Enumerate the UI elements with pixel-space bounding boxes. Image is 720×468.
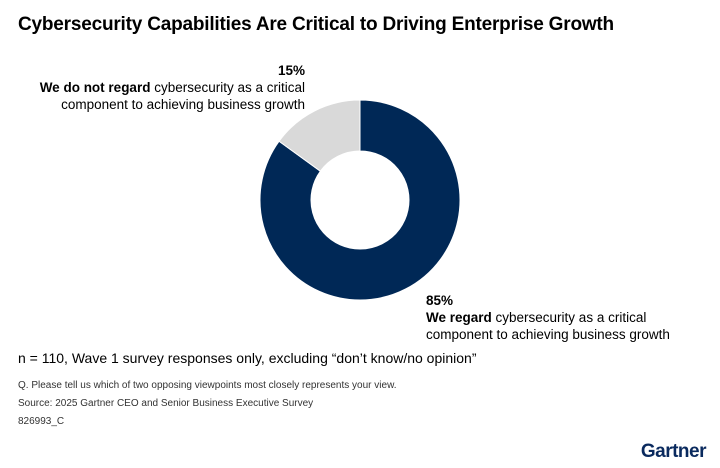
gartner-logo: Gartner xyxy=(640,441,707,462)
sample-note: n = 110, Wave 1 survey responses only, e… xyxy=(18,350,477,366)
donut-slice-not-regard xyxy=(278,99,361,172)
figure-code: 826993_C xyxy=(18,416,65,427)
slice-text-line2: component to achieving business growth xyxy=(61,97,305,112)
slice-bold-text: We do not regard xyxy=(39,80,151,95)
slice-percent: 15% xyxy=(277,63,305,78)
slice-text: cybersecurity as a critical xyxy=(491,310,647,325)
slice-percent: 85% xyxy=(426,293,454,308)
survey-question: Q. Please tell us which of two opposing … xyxy=(18,380,397,391)
slice-text: cybersecurity as a critical xyxy=(150,80,305,95)
source-note: Source: 2025 Gartner CEO and Senior Busi… xyxy=(18,398,314,409)
slice-bold-text: We regard xyxy=(426,310,492,325)
slice-text-line2: component to achieving business growth xyxy=(426,327,670,342)
donut-slice-regard xyxy=(259,99,461,301)
chart-title: Cybersecurity Capabilities Are Critical … xyxy=(18,14,614,35)
slice-label-not-regard: 15% We do not regard cybersecurity as a … xyxy=(40,62,305,113)
slice-label-regard: 85% We regard cybersecurity as a critica… xyxy=(426,292,670,343)
